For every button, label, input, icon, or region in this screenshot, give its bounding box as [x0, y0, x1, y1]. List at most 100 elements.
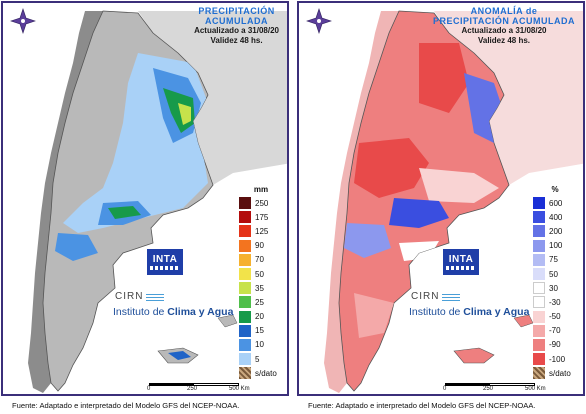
legend-row: -70 — [533, 324, 577, 338]
legend-label: 20 — [255, 312, 264, 322]
legend-row: 75 — [533, 253, 577, 267]
legend-label: 175 — [255, 212, 269, 222]
legend-label: 400 — [549, 212, 563, 222]
precipitation-map-panel: PRECIPITACIÓN ACUMULADA Actualizado a 31… — [1, 1, 289, 396]
legend-row: 600 — [533, 196, 577, 210]
legend-row: 25 — [239, 295, 283, 309]
legend-row: 90 — [239, 239, 283, 253]
legend-row: 50 — [533, 267, 577, 281]
legend-row: -100 — [533, 352, 577, 366]
nodata-swatch — [239, 367, 251, 380]
legend-row: 125 — [239, 224, 283, 238]
title-line-2: ACUMULADA — [205, 16, 269, 26]
legend-label: 30 — [549, 283, 558, 293]
malvinas — [217, 314, 238, 328]
cirn-text: CIRN — [115, 291, 144, 302]
legend-row: 20 — [239, 310, 283, 324]
legend-nodata: s/dato — [533, 366, 577, 380]
title-line-2: PRECIPITACIÓN ACUMULADA — [433, 16, 575, 26]
legend-label: -50 — [549, 312, 561, 322]
cirn-logo: CIRN — [115, 291, 165, 302]
legend-label: 75 — [549, 255, 558, 265]
legend-unit: mm — [253, 185, 269, 194]
legend-label: 70 — [255, 255, 264, 265]
legend-label: 100 — [549, 241, 563, 251]
legend-label: 50 — [255, 269, 264, 279]
instituto-prefix: Instituto de — [409, 306, 464, 318]
tierra-del-fuego-right — [453, 347, 495, 364]
legend-swatch — [533, 338, 545, 351]
footer-source-right: Fuente: Adaptado e interpretado del Mode… — [308, 401, 536, 410]
legend-swatch — [533, 225, 545, 238]
legend-label: 10 — [255, 340, 264, 350]
nodata-label: s/dato — [255, 368, 277, 378]
scale-label-250: 250 — [187, 386, 198, 392]
map-title: PRECIPITACIÓN ACUMULADA Actualizado a 31… — [194, 6, 279, 46]
legend-label: 5 — [255, 354, 260, 364]
cirn-text: CIRN — [411, 291, 440, 302]
validity-label: Validez 48 hs. — [477, 36, 531, 45]
legend-label: 25 — [255, 297, 264, 307]
legend-label: -70 — [549, 326, 561, 336]
precipitation-map — [10, 8, 287, 393]
legend-swatch — [533, 253, 545, 266]
legend-row: 400 — [533, 210, 577, 224]
legend-swatch — [239, 239, 251, 252]
compass-rose-icon — [10, 8, 36, 34]
legend-swatch — [533, 282, 545, 295]
validity-label: Validez 48 hs. — [210, 36, 263, 45]
scale-label-500: 500 Km — [525, 386, 546, 392]
legend-swatch — [239, 338, 251, 351]
legend-label: 50 — [549, 269, 558, 279]
legend-items: 600 400 200 100 75 50 30 -30 -50 -70 -90 -100 — [533, 196, 577, 366]
legend-swatch — [533, 211, 545, 224]
chile-terrain — [28, 11, 103, 393]
anomaly-map — [306, 8, 583, 393]
legend-label: 125 — [255, 226, 269, 236]
legend-row: -50 — [533, 310, 577, 324]
footer-source-left: Fuente: Adaptado e interpretado del Mode… — [12, 401, 240, 410]
legend-row: 15 — [239, 324, 283, 338]
scale-label-250: 250 — [483, 386, 494, 392]
waves-icon — [146, 291, 165, 301]
scale-label-0: 0 — [147, 386, 151, 392]
inta-logo: INTA — [146, 248, 184, 276]
legend-label: 90 — [255, 241, 264, 251]
anomaly-map-panel: ANOMALÍA de PRECIPITACIÓN ACUMULADA Actu… — [297, 1, 585, 396]
legend-swatch — [239, 268, 251, 281]
legend-swatch — [239, 353, 251, 366]
title-line-1: PRECIPITACIÓN — [198, 6, 275, 16]
legend-row: -30 — [533, 295, 577, 309]
instituto-bold: Clima y Agua — [463, 306, 530, 318]
precipitation-legend: mm 250 175 125 90 70 50 35 25 20 15 10 5 s/dato — [239, 185, 283, 380]
legend-label: 250 — [255, 198, 269, 208]
cirn-logo: CIRN — [411, 291, 461, 302]
updated-label: Actualizado a 31/08/20 — [461, 26, 547, 35]
legend-row: 5 — [239, 352, 283, 366]
legend-row: 175 — [239, 210, 283, 224]
legend-label: -90 — [549, 340, 561, 350]
anomaly-legend: % 600 400 200 100 75 50 30 -30 -50 -70 -90 -100 s/d… — [533, 185, 577, 380]
scale-label-0: 0 — [443, 386, 447, 392]
instituto-name: Instituto de Clima y Agua — [409, 306, 529, 318]
legend-items: 250 175 125 90 70 50 35 25 20 15 10 5 — [239, 196, 283, 366]
neighbor-countries-right — [434, 11, 583, 185]
legend-swatch — [239, 324, 251, 337]
legend-row: 10 — [239, 338, 283, 352]
legend-swatch — [533, 310, 545, 323]
legend-row: 35 — [239, 281, 283, 295]
compass-rose-icon — [306, 8, 332, 34]
inta-logo: INTA — [442, 248, 480, 276]
legend-row: -90 — [533, 338, 577, 352]
updated-label: Actualizado a 31/08/20 — [194, 26, 279, 35]
nodata-label: s/dato — [549, 368, 571, 378]
inta-stripes-icon — [446, 266, 476, 270]
inta-text: INTA — [152, 254, 178, 265]
legend-swatch — [533, 353, 545, 366]
legend-row: 250 — [239, 196, 283, 210]
legend-swatch — [239, 282, 251, 295]
legend-swatch — [239, 310, 251, 323]
legend-row: 200 — [533, 224, 577, 238]
legend-row: 100 — [533, 239, 577, 253]
nodata-swatch — [533, 367, 545, 380]
